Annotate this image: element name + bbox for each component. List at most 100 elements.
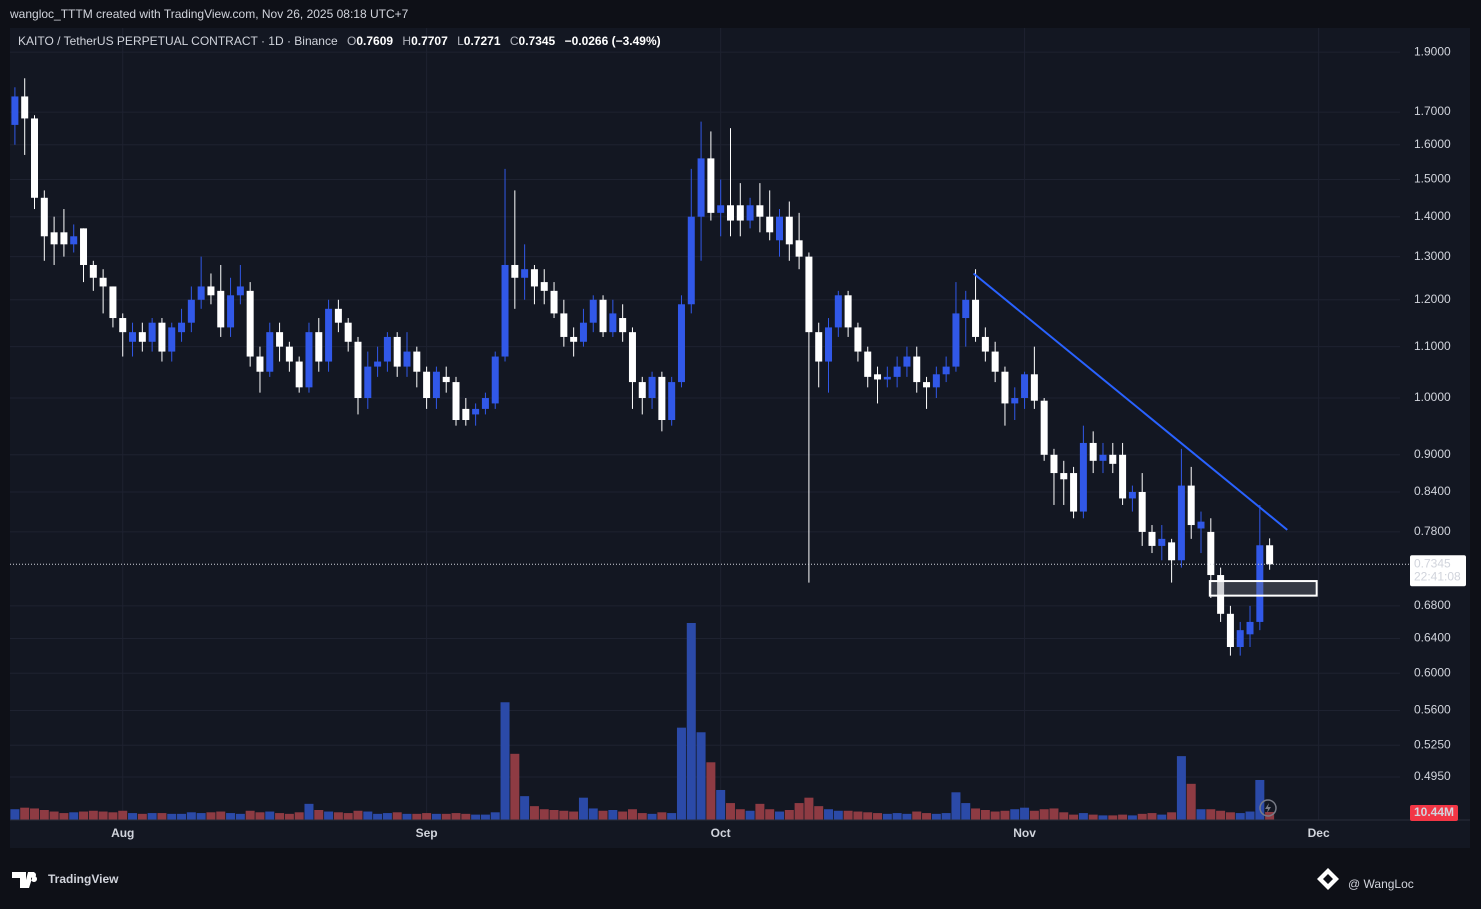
candle-body <box>962 299 970 319</box>
y-tick-label: 1.3000 <box>1414 249 1451 263</box>
volume-bar <box>30 808 40 820</box>
volume-bar <box>971 808 981 820</box>
volume-bar <box>647 813 657 820</box>
candle-body <box>148 322 156 342</box>
volume-bar <box>284 813 294 820</box>
candle-body <box>197 286 205 300</box>
candle-body <box>217 290 225 328</box>
candle-body <box>334 308 342 323</box>
candle-body <box>677 304 685 383</box>
candle-body <box>403 351 411 367</box>
volume-bar <box>157 813 167 820</box>
ohlc-key: L <box>457 34 464 48</box>
volume-bar <box>1078 813 1088 820</box>
candle-body <box>246 290 254 357</box>
volume-bar <box>529 806 539 820</box>
change-pct: (−3.49%) <box>611 34 661 48</box>
volume-bar <box>245 810 255 820</box>
candle-body <box>815 332 823 362</box>
volume-bar <box>98 811 108 820</box>
volume-bar <box>1206 809 1216 820</box>
volume-bar <box>882 813 892 820</box>
volume-bar <box>1108 815 1118 820</box>
candle-body <box>491 356 499 404</box>
volume-bar <box>1137 813 1147 820</box>
volume-bar <box>206 812 216 820</box>
candle-body <box>775 216 783 241</box>
candle-body <box>432 371 440 399</box>
volume-bar <box>353 810 363 820</box>
volume-bar <box>216 811 226 820</box>
volume-bar <box>598 810 608 820</box>
candle-body <box>1187 485 1195 526</box>
volume-bar <box>324 811 334 820</box>
candle-body <box>648 376 656 399</box>
candle-body <box>981 336 989 352</box>
volume-bar <box>265 811 275 820</box>
volume-bar <box>833 810 843 820</box>
candle-body <box>1246 621 1254 635</box>
candle-body <box>1021 374 1029 399</box>
candle-body <box>60 232 68 245</box>
volume-bar <box>853 811 863 820</box>
volume-bar <box>1039 809 1049 820</box>
candle-body <box>638 382 646 399</box>
candle-body <box>109 286 117 319</box>
volume-bar <box>1029 810 1039 820</box>
candle-body <box>903 356 911 367</box>
volume-bar <box>10 809 20 820</box>
candle-body <box>1060 473 1068 480</box>
volume-bar <box>892 813 902 820</box>
volume-bar <box>304 803 314 820</box>
candle-body <box>628 332 636 383</box>
volume-bar <box>451 813 461 820</box>
volume-bar <box>480 814 490 820</box>
volume-bar <box>667 813 677 820</box>
y-tick-label: 0.6800 <box>1414 598 1451 612</box>
volume-bar <box>59 813 69 820</box>
candle-body <box>756 205 764 217</box>
candle-body <box>354 341 362 399</box>
candle-body <box>21 96 29 119</box>
volume-bar <box>196 813 206 820</box>
candle-body <box>923 382 931 388</box>
price-label: 0.7345 <box>1414 556 1451 570</box>
candle-body <box>285 346 293 362</box>
volume-bar <box>745 810 755 820</box>
volume-bar <box>902 813 912 820</box>
volume-bar <box>824 809 834 820</box>
chart-background <box>10 28 1470 848</box>
candle-body <box>119 318 127 333</box>
candle-body <box>991 351 999 372</box>
candle-body <box>413 351 421 372</box>
volume-bar <box>804 797 814 820</box>
candle-body <box>423 371 431 399</box>
candle-body <box>501 264 509 357</box>
ohlc-key: C <box>509 34 519 48</box>
candle-body <box>805 256 813 333</box>
volume-bar <box>696 732 706 820</box>
watermark-icon <box>1317 868 1339 890</box>
y-tick-label: 0.4950 <box>1414 769 1451 783</box>
volume-bar <box>137 813 147 820</box>
volume-bar <box>627 809 637 820</box>
volume-bar <box>294 812 304 820</box>
x-tick-label: Oct <box>711 826 731 840</box>
candle-body <box>1256 545 1264 622</box>
volume-bar <box>912 811 922 820</box>
volume-bar <box>765 809 775 820</box>
y-tick-label: 1.6000 <box>1414 137 1451 151</box>
volume-bar <box>618 811 628 820</box>
volume-bar <box>1176 756 1186 820</box>
volume-bar <box>422 813 432 820</box>
volume-bar <box>167 813 177 820</box>
candle-body <box>70 236 78 245</box>
y-tick-label: 0.8400 <box>1414 484 1451 498</box>
candle-body <box>668 382 676 421</box>
volume-bar <box>980 809 990 820</box>
candle-body <box>1109 454 1117 464</box>
y-tick-label: 1.2000 <box>1414 292 1451 306</box>
ohlc-value: 0.7707 <box>411 34 448 48</box>
